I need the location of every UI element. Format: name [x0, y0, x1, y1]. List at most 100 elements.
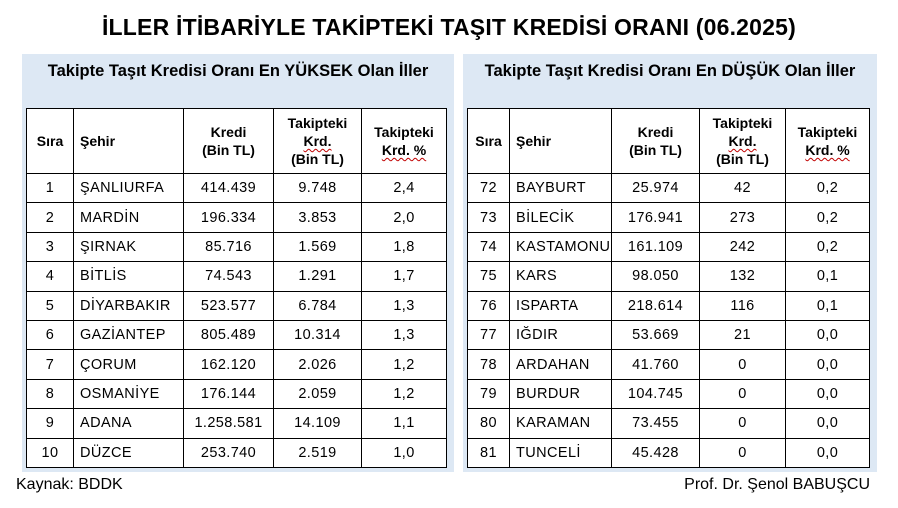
overdue-cell: 2.519 — [273, 437, 362, 468]
rank-cell: 76 — [467, 290, 510, 321]
overdue-header-line-1: Takipteki — [712, 115, 773, 131]
overdue-header-line-1: Takipteki — [287, 115, 348, 131]
source-note: Kaynak: BDDK — [16, 476, 123, 493]
table-row: 8 OSMANİYE 176.144 2.059 1,2 — [26, 378, 447, 410]
overdue-pct-cell: 2,0 — [361, 202, 447, 233]
credit-cell: 85.716 — [183, 231, 274, 263]
city-cell: OSMANİYE — [73, 378, 184, 410]
credit-cell: 74.543 — [183, 261, 274, 292]
overdue-pct-cell: 0,0 — [785, 378, 870, 410]
city-cell: ÇORUM — [73, 349, 184, 380]
rank-cell: 77 — [467, 319, 510, 351]
overdue-pct-cell: 0,2 — [785, 231, 870, 263]
city-cell: IĞDIR — [509, 319, 612, 351]
table-row: 72 BAYBURT 25.974 42 0,2 — [467, 172, 870, 204]
overdue-cell: 0 — [699, 378, 786, 410]
overdue-cell: 2.059 — [273, 378, 362, 410]
city-cell: BURDUR — [509, 378, 612, 410]
credit-header-line-1: Kredi — [210, 124, 247, 140]
rank-header: Sıra — [26, 108, 74, 174]
overdue-cell: 9.748 — [273, 172, 362, 204]
overdue-header: Takipteki Krd. (Bin TL) — [699, 108, 786, 174]
rank-cell: 7 — [26, 349, 74, 380]
overdue-pct-cell: 1,3 — [361, 290, 447, 321]
table-row: 7 ÇORUM 162.120 2.026 1,2 — [26, 349, 447, 380]
overdue-header: Takipteki Krd. (Bin TL) — [273, 108, 362, 174]
rank-cell: 4 — [26, 261, 74, 292]
overdue-pct-cell: 2,4 — [361, 172, 447, 204]
credit-cell: 176.941 — [611, 202, 700, 233]
overdue-pct-cell: 0,0 — [785, 349, 870, 380]
credit-cell: 253.740 — [183, 437, 274, 468]
overdue-cell: 0 — [699, 408, 786, 439]
page-title: İLLER İTİBARİYLE TAKİPTEKİ TAŞIT KREDİSİ… — [101, 14, 797, 40]
rank-header: Sıra — [467, 108, 510, 174]
table-row: 78 ARDAHAN 41.760 0 0,0 — [467, 349, 870, 380]
city-cell: ARDAHAN — [509, 349, 612, 380]
rank-cell: 10 — [26, 437, 74, 468]
overdue-pct-cell: 0,1 — [785, 261, 870, 292]
highest-rate-table-body: 1 ŞANLIURFA 414.439 9.748 2,4 2 MARDİN 196.334 3… — [26, 172, 447, 468]
table-header-row: Sıra Şehir Kredi (Bin TL) Takipteki Krd.… — [467, 108, 870, 174]
table-row: 80 KARAMAN 73.455 0 0,0 — [467, 408, 870, 439]
city-cell: BİLECİK — [509, 202, 612, 233]
table-row: 2 MARDİN 196.334 3.853 2,0 — [26, 202, 447, 233]
credit-cell: 805.489 — [183, 319, 274, 351]
overdue-header-line-2: Krd. — [728, 133, 757, 149]
city-cell: ADANA — [73, 408, 184, 439]
city-cell: BAYBURT — [509, 172, 612, 204]
overdue-cell: 6.784 — [273, 290, 362, 321]
rank-cell: 81 — [467, 437, 510, 468]
rank-cell: 74 — [467, 231, 510, 263]
overdue-pct-header-line-2: Krd. % — [381, 142, 427, 158]
lowest-rate-panel: Takipte Taşıt Kredisi Oranı En DÜŞÜK Ola… — [463, 54, 877, 472]
overdue-pct-cell: 1,8 — [361, 231, 447, 263]
rank-cell: 78 — [467, 349, 510, 380]
overdue-pct-header-line-1: Takipteki — [797, 124, 858, 140]
table-row: 1 ŞANLIURFA 414.439 9.748 2,4 — [26, 172, 447, 204]
overdue-cell: 21 — [699, 319, 786, 351]
overdue-header-line-3: (Bin TL) — [291, 151, 344, 167]
rank-header-label: Sıra — [36, 133, 64, 149]
city-cell: BİTLİS — [73, 261, 184, 292]
rank-cell: 80 — [467, 408, 510, 439]
credit-cell: 73.455 — [611, 408, 700, 439]
overdue-cell: 273 — [699, 202, 786, 233]
rank-header-label: Sıra — [475, 133, 502, 149]
overdue-cell: 14.109 — [273, 408, 362, 439]
overdue-pct-cell: 1,1 — [361, 408, 447, 439]
overdue-cell: 2.026 — [273, 349, 362, 380]
credit-header-line-2: (Bin TL) — [629, 142, 682, 158]
rank-cell: 75 — [467, 261, 510, 292]
city-cell: DÜZCE — [73, 437, 184, 468]
table-row: 75 KARS 98.050 132 0,1 — [467, 261, 870, 292]
overdue-cell: 0 — [699, 437, 786, 468]
credit-cell: 25.974 — [611, 172, 700, 204]
credit-cell: 104.745 — [611, 378, 700, 410]
credit-header-line-2: (Bin TL) — [202, 142, 255, 158]
overdue-pct-cell: 0,2 — [785, 202, 870, 233]
city-header: Şehir — [73, 108, 184, 174]
overdue-pct-cell: 0,0 — [785, 408, 870, 439]
rank-cell: 8 — [26, 378, 74, 410]
credit-cell: 176.144 — [183, 378, 274, 410]
city-cell: GAZİANTEP — [73, 319, 184, 351]
overdue-pct-header-line-2: Krd. % — [805, 142, 850, 158]
table-row: 74 KASTAMONU 161.109 242 0,2 — [467, 231, 870, 263]
table-row: 81 TUNCELİ 45.428 0 0,0 — [467, 437, 870, 468]
credit-cell: 1.258.581 — [183, 408, 274, 439]
rank-cell: 73 — [467, 202, 510, 233]
table-row: 77 IĞDIR 53.669 21 0,0 — [467, 319, 870, 351]
overdue-pct-cell: 0,0 — [785, 437, 870, 468]
overdue-cell: 10.314 — [273, 319, 362, 351]
credit-header: Kredi (Bin TL) — [611, 108, 700, 174]
overdue-pct-cell: 1,2 — [361, 349, 447, 380]
table-row: 10 DÜZCE 253.740 2.519 1,0 — [26, 437, 447, 468]
overdue-cell: 3.853 — [273, 202, 362, 233]
city-header-label: Şehir — [80, 133, 116, 149]
overdue-pct-header: Takipteki Krd. % — [361, 108, 447, 174]
credit-cell: 196.334 — [183, 202, 274, 233]
rank-cell: 2 — [26, 202, 74, 233]
overdue-pct-cell: 1,2 — [361, 378, 447, 410]
credit-cell: 98.050 — [611, 261, 700, 292]
